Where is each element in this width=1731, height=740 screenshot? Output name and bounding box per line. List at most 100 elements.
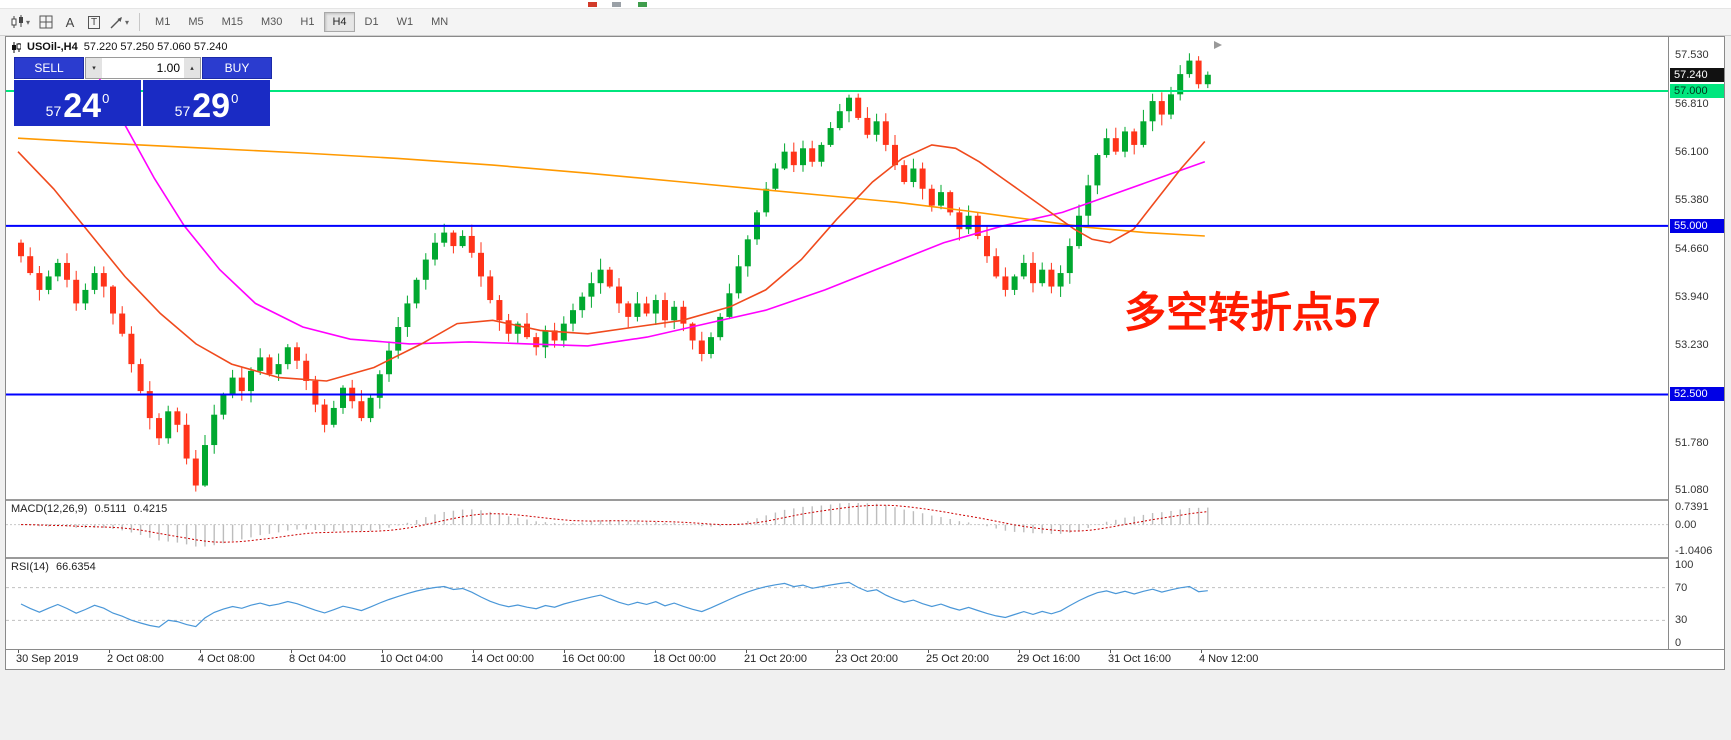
rsi-scale-label: 70 [1675, 581, 1688, 594]
macd-scale-label: -1.0406 [1675, 545, 1713, 557]
price-tick-label: 55.380 [1675, 194, 1709, 207]
timeframe-group: M1 M5 M15 M30 H1 H4 D1 W1 MN [146, 10, 457, 34]
chart-shift-marker [1214, 41, 1222, 49]
grid-button[interactable] [34, 11, 58, 33]
grid-icon [39, 15, 53, 29]
text-box-button[interactable]: T [82, 11, 106, 33]
timeframe-w1[interactable]: W1 [389, 12, 422, 32]
time-tick [291, 650, 292, 653]
candlestick-chart-icon [11, 15, 23, 28]
drawing-tools-button[interactable]: ▾ [106, 11, 133, 33]
slow-ma-line [17, 137, 1205, 237]
time-axis[interactable]: 30 Sep 2019 2 Oct 08:00 4 Oct 08:00 8 Oct 0… [6, 650, 1724, 668]
time-axis-label: 30 Sep 2019 [16, 653, 79, 665]
chart-symbol-info: USOil-,H4 57.220 57.250 57.060 57.240 [12, 41, 227, 53]
time-tick [109, 650, 110, 653]
trade-prices-row: 57 24 0 57 29 0 [14, 80, 272, 126]
volume-input[interactable] [102, 58, 184, 78]
volume-decrease-button[interactable]: ▾ [86, 58, 102, 78]
time-tick [746, 650, 747, 653]
cropped-icon-green [638, 2, 647, 7]
timeframe-m30[interactable]: M30 [253, 12, 290, 32]
time-axis-label: 16 Oct 00:00 [562, 653, 625, 665]
rsi-title: RSI(14) [11, 561, 49, 573]
sell-price-big: 24 [63, 87, 102, 125]
time-tick [1110, 650, 1111, 653]
cropped-icon-gray [612, 2, 621, 7]
mini-candle-icon [12, 41, 21, 53]
sell-price-prefix: 57 [45, 103, 62, 119]
timeframe-h1[interactable]: H1 [292, 12, 322, 32]
time-axis-label: 23 Oct 20:00 [835, 653, 898, 665]
time-axis-label: 21 Oct 20:00 [744, 653, 807, 665]
timeframe-m1[interactable]: M1 [147, 12, 178, 32]
rsi-line [20, 581, 1208, 628]
buy-price-sup: 0 [231, 91, 239, 106]
macd-scale-label: 0.00 [1675, 518, 1697, 531]
rsi-scale-label: 30 [1675, 614, 1688, 627]
buy-price-display[interactable]: 57 29 0 [143, 80, 270, 126]
letter-a-icon: A [65, 14, 75, 30]
main-price-chart[interactable] [6, 37, 1668, 499]
toolbar: ▾ A T ▾ M1 M5 M15 M3 [0, 9, 1731, 36]
timeframe-m5[interactable]: M5 [180, 12, 211, 32]
trade-controls-row: SELL ▾ ▴ BUY [14, 57, 272, 79]
ohlc-values: 57.220 57.250 57.060 57.240 [83, 41, 228, 53]
macd-scale-label: 0.7391 [1675, 501, 1709, 513]
time-tick [200, 650, 201, 653]
chart-type-button[interactable]: ▾ [6, 11, 34, 33]
support525-price-tag: 52.500 [1670, 387, 1724, 402]
chevron-down-icon: ▾ [26, 17, 31, 27]
macd-signal-line [20, 504, 1208, 543]
rsi-value: 66.6354 [55, 561, 96, 573]
price-tick-label: 51.780 [1675, 437, 1709, 450]
price-tick-label: 56.810 [1675, 97, 1709, 110]
sell-button[interactable]: SELL [14, 57, 84, 79]
rsi-indicator-panel[interactable] [6, 559, 1668, 649]
medium-ma-line [94, 70, 1206, 347]
price-tick-label: 54.660 [1675, 242, 1709, 255]
time-axis-label: 2 Oct 08:00 [107, 653, 164, 665]
time-axis-label: 25 Oct 20:00 [926, 653, 989, 665]
toolbar-separator [139, 13, 141, 31]
timeframe-h4[interactable]: H4 [324, 12, 355, 32]
macd-indicator-panel[interactable] [6, 501, 1668, 557]
time-axis-label: 10 Oct 04:00 [380, 653, 443, 665]
macd-signal-value: 0.4215 [133, 503, 168, 515]
panel-separator[interactable] [6, 499, 1724, 501]
text-label-button[interactable]: A [58, 11, 82, 33]
price-tick-label: 56.100 [1675, 145, 1709, 158]
timeframe-mn[interactable]: MN [423, 12, 456, 32]
chart-window[interactable]: USOil-,H4 57.220 57.250 57.060 57.240 SE… [5, 36, 1725, 670]
timeframe-m15[interactable]: M15 [214, 12, 251, 32]
macd-main-value: 0.5111 [94, 503, 127, 515]
resistance-price-tag: 57.000 [1670, 83, 1724, 98]
current-price-tag: 57.240 [1670, 67, 1724, 82]
time-axis-label: 8 Oct 04:00 [289, 653, 346, 665]
timeframe-d1[interactable]: D1 [357, 12, 387, 32]
price-tick-label: 51.080 [1675, 484, 1709, 497]
time-tick [837, 650, 838, 653]
volume-increase-button[interactable]: ▴ [184, 58, 200, 78]
time-tick [1019, 650, 1020, 653]
cropped-window-top [0, 0, 1731, 9]
chevron-down-icon: ▾ [125, 17, 130, 27]
boxed-t-icon: T [87, 15, 101, 29]
time-tick [1201, 650, 1202, 653]
buy-button[interactable]: BUY [202, 57, 272, 79]
time-axis-label: 29 Oct 16:00 [1017, 653, 1080, 665]
panel-separator[interactable] [6, 557, 1724, 559]
macd-header: MACD(12,26,9) 0.5111 0.4215 [11, 503, 167, 515]
price-axis[interactable]: 57.530 56.810 56.100 55.380 54.660 53.940 53.2… [1668, 37, 1724, 649]
sell-price-sup: 0 [102, 91, 110, 106]
price-tick-label: 53.230 [1675, 339, 1709, 352]
price-tick-label: 57.530 [1675, 49, 1709, 62]
macd-title: MACD(12,26,9) [11, 503, 88, 515]
buy-price-prefix: 57 [174, 103, 191, 119]
time-axis-label: 18 Oct 00:00 [653, 653, 716, 665]
sell-price-display[interactable]: 57 24 0 [14, 80, 141, 126]
time-tick [382, 650, 383, 653]
cropped-icon-red [588, 2, 597, 7]
chart-annotation-text: 多空转折点57 [1124, 289, 1381, 336]
